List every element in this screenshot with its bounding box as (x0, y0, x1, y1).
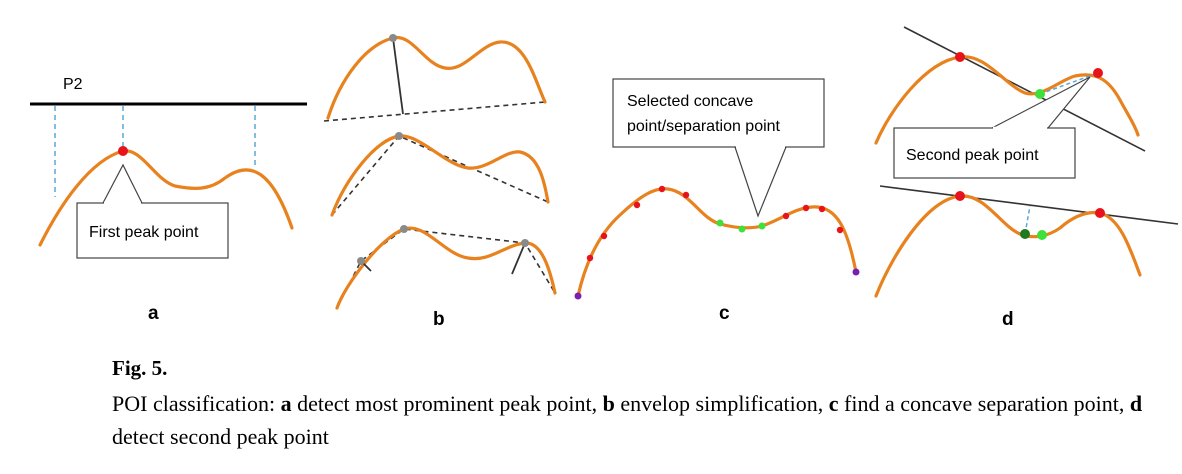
panel-a: P2 First peak point a (30, 76, 307, 324)
end-point-left (574, 292, 582, 300)
vertex-point-b3-1 (357, 257, 365, 265)
figure: P2 First peak point a b (30, 26, 1179, 330)
panel-letter-c: c (719, 303, 730, 324)
height-line-b1 (392, 37, 404, 115)
p2-label: P2 (63, 76, 83, 93)
concave-point-d2 (1037, 230, 1047, 240)
concave-label-line1: Selected concave (627, 93, 753, 110)
figure-caption: Fig. 5. POI classification: a detect mos… (112, 356, 1152, 453)
envelope-curve-b3 (335, 226, 557, 310)
callout-box-c (612, 78, 825, 148)
vertex-point-b3-2 (400, 225, 408, 233)
first-peak-point (118, 146, 128, 156)
figure-label: Fig. 5. (112, 356, 168, 380)
concave-point (738, 225, 746, 233)
panel-b: b (323, 34, 557, 330)
first-peak-label: First peak point (89, 224, 199, 241)
panel-letter-d: d (1002, 309, 1014, 330)
envelope-curve-a (38, 149, 294, 247)
panel-letter-b: b (433, 309, 445, 330)
envelope-curve-b1 (326, 36, 547, 120)
contour-point (836, 226, 844, 234)
concave-label-line2: point/separation point (627, 118, 781, 135)
caption-text: POI classification: a detect most promin… (112, 391, 1143, 449)
envelope-curve-d1 (874, 55, 1140, 145)
contour-point (586, 254, 594, 262)
contour-point (658, 185, 666, 193)
second-peak-label: Second peak point (906, 147, 1039, 164)
concave-point (758, 222, 766, 230)
envelope-curve-b2 (330, 134, 550, 217)
tangent-line-d2 (879, 185, 1179, 225)
contour-point (600, 232, 608, 240)
callout-pointer-a (102, 163, 143, 204)
vertex-point-b2 (395, 132, 403, 140)
concave-point (716, 219, 724, 227)
concave-point-d1 (1035, 89, 1045, 99)
contour-point (633, 201, 641, 209)
baseline-dashed-b1 (323, 101, 546, 122)
contour-point (782, 212, 790, 220)
callout-box-a (76, 202, 229, 259)
simplified-polyline-b2 (331, 135, 549, 216)
second-peak-point-d1 (1093, 68, 1103, 78)
tangent-line-d1 (903, 26, 1146, 152)
concave-point-d2-dark (1020, 229, 1030, 239)
peak-point-d2-left (955, 191, 965, 201)
end-point-right (852, 268, 860, 276)
guide-line-d1 (1039, 72, 1099, 95)
contour-point (802, 204, 810, 212)
deviation-tick-b3-right (511, 242, 526, 275)
panel-letter-a: a (148, 303, 159, 324)
peak-point-d1-left (955, 52, 965, 62)
callout-box-d (893, 127, 1076, 179)
guide-line-d2 (1024, 205, 1031, 235)
envelope-curve-d2 (874, 194, 1142, 298)
contour-point (682, 191, 690, 199)
vertex-point-b1 (389, 34, 397, 42)
vertex-point-b3-3 (521, 239, 529, 247)
callout-pointer-d (991, 76, 1091, 129)
second-peak-point-d2 (1095, 208, 1105, 218)
simplified-polyline-b3 (336, 228, 556, 309)
panel-c: Selected concave point/separation point … (574, 78, 860, 324)
panel-d: Second peak point d (874, 26, 1179, 330)
callout-pointer-c (734, 146, 787, 218)
contour-point (818, 205, 826, 213)
envelope-curve-c (576, 187, 858, 298)
